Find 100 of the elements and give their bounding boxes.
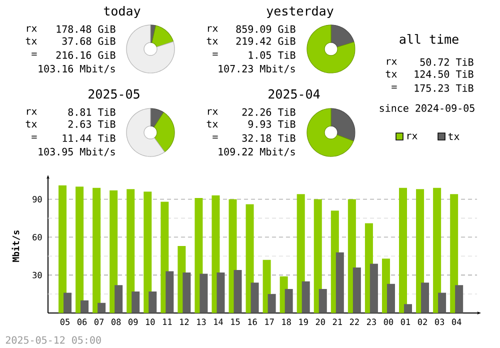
bar [148,292,157,313]
bar [58,185,67,313]
bar [144,192,152,313]
bar [64,292,72,313]
x-tick-label: 09 [128,318,138,326]
bar [399,188,408,313]
x-tick-label: 18 [282,318,291,326]
text: rx [208,26,218,32]
text: 103.95 Mbit/s [38,148,115,156]
chart-title: 2025-05 [88,89,140,99]
x-tick-label: 14 [214,318,223,325]
text: 2025-05-12 05:00 [6,336,101,344]
bar [166,271,174,313]
x-tick-label: 20 [316,318,325,326]
bar [421,282,430,313]
bar [200,274,208,313]
x-tick-label: 02 [418,318,427,326]
text: 219.42 GiB [236,37,296,45]
text: 50.72 TiB [420,58,474,66]
bar [318,288,327,313]
text: tx [206,37,218,45]
legend-label: rx [407,134,418,140]
text: tx [386,70,397,78]
text: 11.44 TiB [62,134,116,142]
text: 9.93 TiB [248,120,296,128]
x-tick-label: 13 [197,318,206,326]
bar [182,272,191,313]
text: 124.50 TiB [414,70,474,78]
bar [216,272,225,313]
legend-label: tx [448,132,460,140]
chart-title: today [104,6,140,18]
text: = [212,136,218,139]
y-tick-label: 60 [32,234,42,240]
text: = [32,52,37,56]
text: 216.16 GiB [56,51,116,59]
text: 32.18 TiB [242,134,296,142]
x-tick-label: 21 [332,318,342,325]
x-tick-label: 07 [94,318,104,326]
y-tick-label: 30 [32,272,42,278]
bar [110,190,118,313]
text: = [32,136,37,139]
bar [76,186,84,313]
bar [132,292,140,313]
x-tick-label: 15 [231,318,240,325]
text: 37.68 GiB [62,37,116,45]
y-tick-label: 90 [32,196,42,202]
bar [284,288,293,313]
x-tick-label: 08 [112,318,121,326]
bar [450,194,458,313]
bar [438,292,446,313]
text: 109.22 Mbit/s [218,148,295,156]
text: rx [386,59,397,65]
text: 103.16 Mbit/s [38,64,115,74]
bar [314,199,322,313]
bar [386,284,395,313]
x-tick-label: 10 [146,318,155,326]
x-tick-label: 05 [60,318,70,326]
bar [352,267,361,313]
bar [296,194,305,313]
x-tick-label: 03 [434,318,444,326]
bar [234,270,242,313]
y-axis-title: Mbit/s [12,230,20,262]
bar [268,294,276,313]
bar [98,302,106,313]
text: tx [26,120,37,128]
text: 859.09 GiB [236,25,296,33]
x-tick-label: 04 [452,318,462,326]
bar [370,264,378,313]
x-tick-label: 01 [400,318,410,326]
text: rx [208,109,218,115]
text: 107.23 Mbit/s [218,64,295,74]
bar [416,189,424,313]
text: since 2024-09-05 [380,104,474,112]
bar [433,188,442,313]
text: rx [26,26,37,32]
bar [404,304,412,313]
bar [92,188,101,313]
text: 1.05 TiB [248,51,296,59]
bar [80,300,89,313]
x-tick-label: 11 [163,318,172,325]
text: 22.26 TiB [242,108,296,116]
bar [250,282,259,313]
chart-title: yesterday [266,6,334,18]
x-tick-label: 19 [299,318,308,326]
x-tick-label: 16 [248,318,257,326]
chart-title: 2025-04 [268,89,320,99]
text: 2.63 TiB [68,120,116,128]
text: = [392,86,397,89]
text: 175.23 TiB [414,84,474,92]
text: tx [26,37,37,45]
x-tick-label: 06 [77,318,87,326]
bar [455,285,464,313]
bar [336,252,344,313]
text: all time [400,34,458,44]
bar [114,285,123,313]
text: rx [26,109,37,115]
x-tick-label: 00 [384,318,394,326]
bar [302,281,310,313]
text: 178.48 GiB [56,25,116,33]
x-tick-label: 12 [180,318,189,325]
